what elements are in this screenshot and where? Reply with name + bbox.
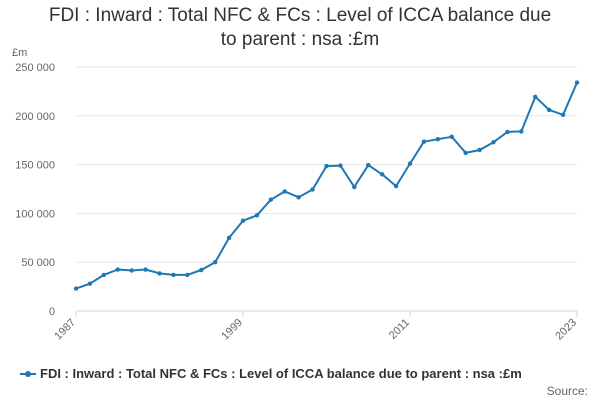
data-point [226, 235, 232, 240]
y-tick-label: 100 000 [15, 208, 55, 220]
data-point [533, 94, 538, 99]
data-point [560, 112, 566, 118]
data-point [491, 139, 496, 145]
source-label: Source: [546, 384, 588, 398]
data-point [379, 172, 385, 177]
y-tick-label: 200 000 [15, 111, 55, 123]
chart-title: FDI : Inward : Total NFC & FCs : Level o… [0, 4, 600, 52]
data-point [449, 134, 454, 139]
data-point [407, 161, 413, 166]
chart-title-line-2: to parent : nsa :£m [220, 29, 380, 50]
data-point [296, 195, 301, 200]
data-point [185, 272, 190, 278]
data-point [129, 268, 134, 273]
data-point [310, 187, 315, 192]
x-tick-label: 1987 [52, 317, 78, 343]
data-point [212, 260, 218, 265]
data-point [574, 80, 580, 85]
data-point [115, 267, 120, 272]
x-tick-label: 2011 [387, 317, 412, 342]
legend-marker-icon [20, 369, 36, 379]
data-point [352, 184, 357, 190]
series-line [75, 82, 578, 290]
y-tick-label: 250 000 [15, 62, 55, 74]
data-point [282, 189, 287, 194]
data-point [546, 107, 552, 113]
data-point [143, 267, 148, 272]
data-point [338, 163, 343, 168]
y-tick-label: 50 000 [21, 257, 55, 269]
data-point [477, 147, 482, 153]
x-tick-label: 1999 [219, 317, 245, 343]
data-point [324, 163, 329, 169]
y-axis-label: £m [12, 47, 27, 59]
data-point [393, 183, 399, 189]
data-point [171, 272, 176, 278]
data-point [519, 129, 524, 134]
data-point [87, 281, 93, 286]
data-point [435, 137, 441, 142]
y-tick-label: 0 [49, 306, 55, 318]
data-point [268, 197, 274, 202]
legend[interactable]: FDI : Inward : Total NFC & FCs : Level o… [20, 366, 522, 381]
legend-label: FDI : Inward : Total NFC & FCs : Level o… [40, 366, 522, 381]
data-point [73, 286, 79, 291]
data-point [240, 218, 246, 223]
data-point [463, 150, 468, 156]
x-tick-label: 2023 [553, 317, 579, 343]
data-point [101, 272, 107, 278]
data-point [254, 213, 260, 218]
data-point [157, 271, 162, 276]
chart-title-line-1: FDI : Inward : Total NFC & FCs : Level o… [48, 5, 552, 26]
data-point [421, 139, 427, 144]
data-point [505, 129, 510, 135]
y-tick-label: 150 000 [15, 160, 55, 172]
data-point [199, 267, 204, 273]
data-point [366, 162, 371, 168]
